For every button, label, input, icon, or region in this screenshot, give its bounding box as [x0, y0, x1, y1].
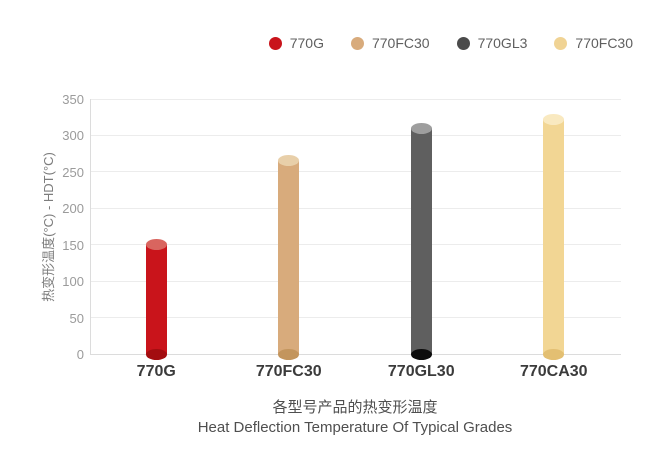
- gridline-y-150: [91, 244, 621, 246]
- legend-dot-icon: [554, 36, 568, 50]
- bar-bottom-cap-770fc30: [278, 348, 300, 360]
- y-tick-label-300: 300: [62, 128, 84, 144]
- legend-dot-icon: [268, 36, 282, 50]
- x-category-label-770gl30: 770GL30: [387, 363, 455, 380]
- legend-item-770g-0[interactable]: 770G: [268, 35, 324, 51]
- gridline-y-50: [91, 317, 621, 319]
- y-tick-label-0: 0: [76, 347, 84, 362]
- chart-title-en: Heat Deflection Temperature Of Typical G…: [197, 419, 513, 436]
- bar-770g[interactable]: [145, 244, 167, 354]
- legend-label: 770FC30: [575, 35, 633, 51]
- legend-label: 770FC30: [371, 35, 430, 51]
- gridline-y-250: [91, 171, 621, 173]
- y-tick-label-100: 100: [62, 274, 84, 290]
- legend-dot-icon: [456, 36, 470, 50]
- chart-title-zh: 各型号产品的热变形温度: [272, 399, 438, 416]
- y-tick-label-250: 250: [62, 164, 84, 180]
- gridline-y-100: [91, 280, 621, 282]
- y-tick-label-200: 200: [62, 201, 84, 217]
- plot-area: [90, 98, 621, 355]
- bar-770ca30[interactable]: [543, 119, 565, 354]
- gridline-y-200: [91, 207, 621, 209]
- bar-bottom-cap-770g: [145, 348, 167, 360]
- bar-top-cap-770fc30: [278, 155, 300, 167]
- bar-top-cap-770gl30: [410, 122, 432, 134]
- bar-770gl30[interactable]: [410, 128, 432, 354]
- gridline-y-300: [91, 134, 621, 136]
- y-tick-label-350: 350: [62, 92, 84, 107]
- legend-item-770fc30-3[interactable]: 770FC30: [554, 36, 633, 50]
- bar-bottom-cap-770gl30: [410, 348, 432, 360]
- x-category-label-770fc30: 770FC30: [255, 363, 322, 380]
- bar-770fc30[interactable]: [278, 160, 300, 354]
- bar-top-cap-770ca30: [543, 113, 565, 125]
- legend-dot-icon: [350, 36, 364, 50]
- bar-top-cap-770g: [145, 239, 167, 251]
- y-tick-label-50: 50: [69, 310, 84, 326]
- x-category-label-770g: 770G: [136, 363, 176, 380]
- bar-bottom-cap-770ca30: [543, 348, 565, 360]
- legend-item-770gl3-2[interactable]: 770GL3: [456, 35, 528, 51]
- chart-legend: 770G 770FC30 770GL3 770FC30: [268, 35, 633, 51]
- gridline-y-350: [91, 98, 621, 100]
- x-category-label-770ca30: 770CA30: [519, 363, 588, 380]
- y-tick-label-150: 150: [62, 237, 84, 253]
- legend-item-770fc30-1[interactable]: 770FC30: [350, 35, 430, 51]
- legend-label: 770G: [289, 35, 324, 51]
- legend-label: 770GL3: [477, 35, 528, 51]
